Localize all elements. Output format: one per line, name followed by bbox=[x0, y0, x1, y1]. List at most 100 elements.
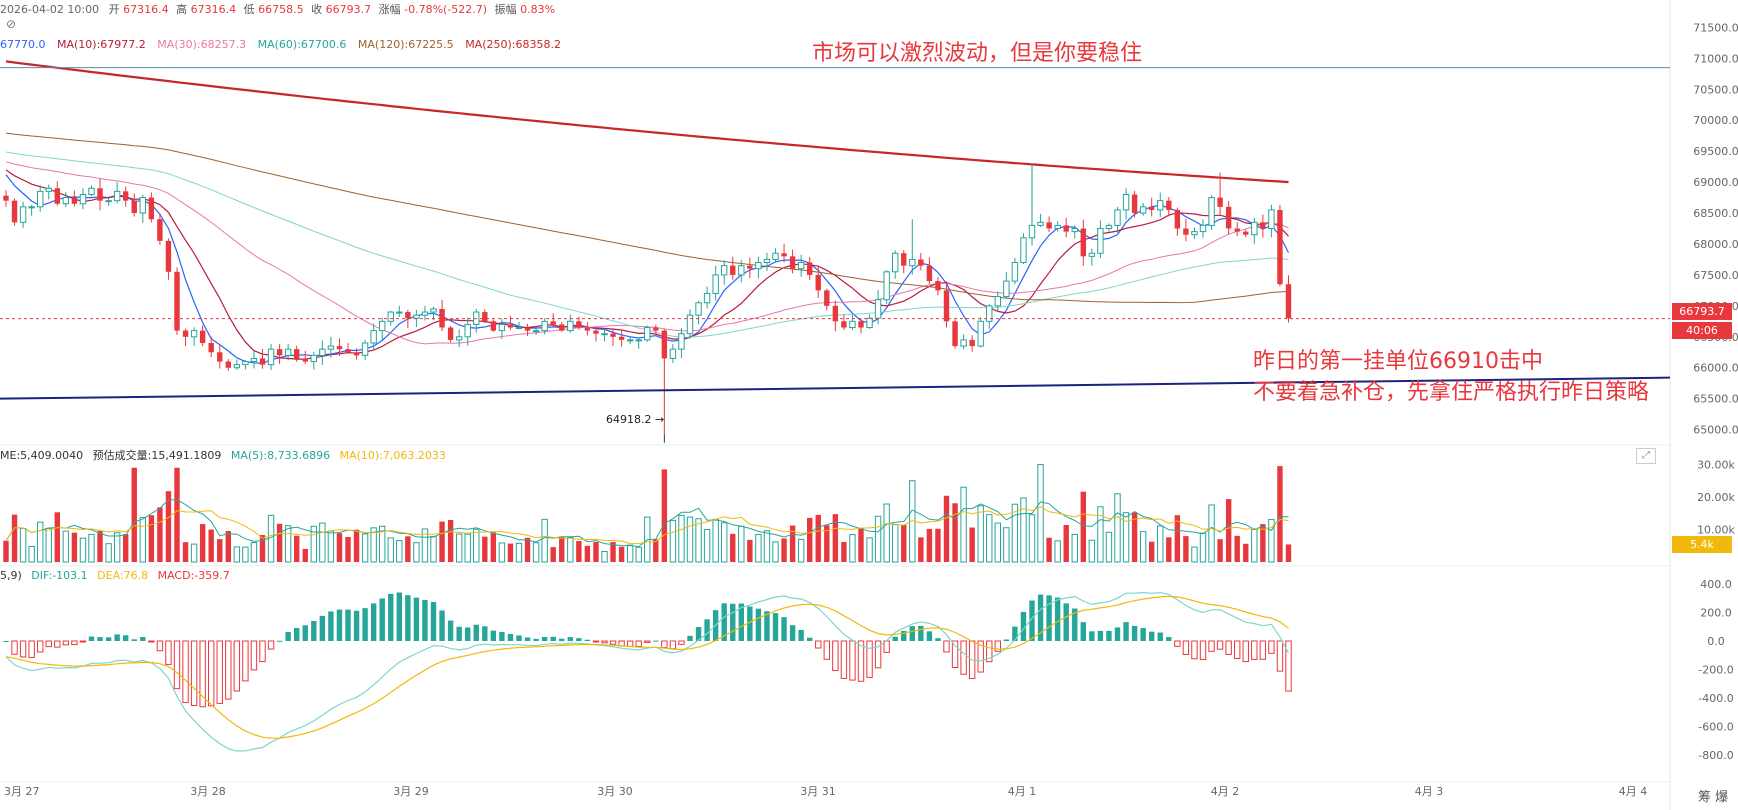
volume-bar bbox=[430, 535, 437, 563]
eye-icon[interactable]: ⊘ bbox=[6, 17, 17, 31]
candle-body bbox=[935, 281, 941, 291]
volume-bar bbox=[738, 525, 745, 563]
ma10-legend: MA(10):67977.2 bbox=[57, 38, 146, 51]
candle-body bbox=[1131, 194, 1138, 214]
amplitude-value: 0.83% bbox=[520, 3, 556, 16]
volume-bar bbox=[747, 539, 753, 562]
volume-bar bbox=[977, 505, 984, 563]
candle-body bbox=[1174, 209, 1181, 229]
candle-body bbox=[45, 187, 52, 192]
ma-legend: 67770.0 MA(10):67977.2 MA(30):68257.3 MA… bbox=[0, 38, 561, 51]
volume-bar bbox=[28, 545, 35, 563]
macd-hist-bar bbox=[302, 625, 308, 641]
macd-hist-bar bbox=[276, 640, 283, 642]
macd-hist-bar bbox=[45, 640, 52, 648]
macd-hist-bar bbox=[840, 640, 848, 679]
candle-body bbox=[703, 292, 711, 304]
volume-bar bbox=[1157, 525, 1164, 563]
volume-ma5: MA(5):8,733.6896 bbox=[230, 449, 331, 462]
price-tick-label: 67500.0 bbox=[1693, 269, 1738, 282]
volume-bar bbox=[576, 541, 582, 562]
macd-hist-bar bbox=[559, 638, 565, 641]
macd-hist-bar bbox=[250, 640, 258, 671]
macd-hist-bar bbox=[225, 640, 232, 700]
corner-tools[interactable]: 筹 爆 bbox=[1698, 790, 1729, 805]
candle-body bbox=[1139, 206, 1147, 214]
candle-body bbox=[507, 324, 514, 328]
macd-pane bbox=[3, 591, 1292, 752]
volume-bar bbox=[157, 507, 163, 562]
volume-bar bbox=[396, 540, 403, 563]
macd-hist-bar bbox=[721, 603, 727, 641]
macd-hist-bar bbox=[516, 635, 522, 641]
time-tick-label: 3月 29 bbox=[393, 785, 429, 798]
time-tick-label: 4月 4 bbox=[1619, 785, 1648, 798]
volume-bar bbox=[703, 528, 711, 563]
candle-body bbox=[1191, 231, 1198, 236]
volume-bar bbox=[901, 524, 907, 562]
candle-body bbox=[71, 197, 78, 204]
last-price-tag: 66793.7 bbox=[1672, 303, 1732, 320]
macd-hist-bar bbox=[447, 620, 454, 641]
macd-hist-bar bbox=[567, 637, 573, 641]
candle-body bbox=[610, 333, 616, 337]
macd-hist-bar bbox=[319, 615, 326, 641]
time-tick-label: 3月 31 bbox=[800, 785, 836, 798]
volume-bar bbox=[755, 533, 762, 563]
candle-body bbox=[276, 349, 283, 356]
macd-hist-bar bbox=[909, 626, 915, 641]
candle-body bbox=[1080, 228, 1086, 257]
volume-bar bbox=[593, 542, 599, 562]
volume-bar bbox=[763, 530, 771, 563]
macd-hist-bar bbox=[1072, 608, 1078, 641]
candle-body bbox=[1268, 209, 1275, 230]
macd-hist-bar bbox=[1106, 630, 1112, 641]
volume-bar bbox=[653, 539, 659, 562]
volume-bar bbox=[482, 536, 488, 562]
macd-hist-bar bbox=[1259, 640, 1267, 660]
expand-icon[interactable]: ⤢ bbox=[1636, 448, 1656, 464]
candle-body bbox=[199, 330, 206, 343]
high-label: 高 bbox=[176, 3, 188, 16]
candle-body bbox=[284, 348, 292, 356]
candle-body bbox=[105, 200, 112, 203]
macd-hist-bar bbox=[507, 633, 514, 641]
volume-bar bbox=[669, 519, 677, 563]
volume-bar bbox=[1080, 491, 1086, 562]
volume-bar bbox=[294, 535, 300, 562]
volume-tick-label: 10.00k bbox=[1697, 524, 1735, 537]
macd-hist-bar bbox=[1157, 632, 1163, 641]
macd-hist-bar bbox=[789, 625, 796, 641]
chart-overlays bbox=[0, 67, 1671, 443]
macd-hist-bar bbox=[456, 626, 462, 641]
macd-hist-bar bbox=[866, 640, 873, 678]
volume-bar bbox=[1149, 541, 1155, 562]
candle-body bbox=[866, 317, 873, 329]
volume-bar bbox=[1260, 524, 1266, 562]
candle-body bbox=[1105, 224, 1113, 229]
macd-hist-bar bbox=[62, 640, 70, 646]
macd-hist-bar bbox=[465, 627, 471, 641]
macd-hist-bar bbox=[755, 608, 762, 641]
candle-body bbox=[174, 271, 180, 331]
macd-hist-bar bbox=[311, 620, 317, 641]
macd-hist-bar bbox=[105, 637, 112, 641]
candle-body bbox=[977, 320, 984, 347]
volume-bar bbox=[11, 514, 18, 562]
candle-body bbox=[336, 346, 343, 350]
candle-body bbox=[653, 327, 659, 331]
candle-body bbox=[661, 330, 668, 359]
candle-body bbox=[1285, 284, 1292, 319]
candle-body bbox=[755, 262, 762, 270]
macd-hist-bar bbox=[396, 592, 402, 641]
candle-body bbox=[79, 193, 87, 205]
volume-bar bbox=[336, 533, 343, 562]
macd-hist-bar bbox=[609, 640, 617, 645]
candle-body bbox=[233, 364, 241, 369]
candle-body bbox=[217, 352, 223, 362]
candle-body bbox=[832, 305, 839, 322]
candle-body bbox=[1260, 222, 1266, 229]
macd-hist-bar bbox=[482, 626, 488, 641]
candle-body bbox=[926, 265, 933, 282]
